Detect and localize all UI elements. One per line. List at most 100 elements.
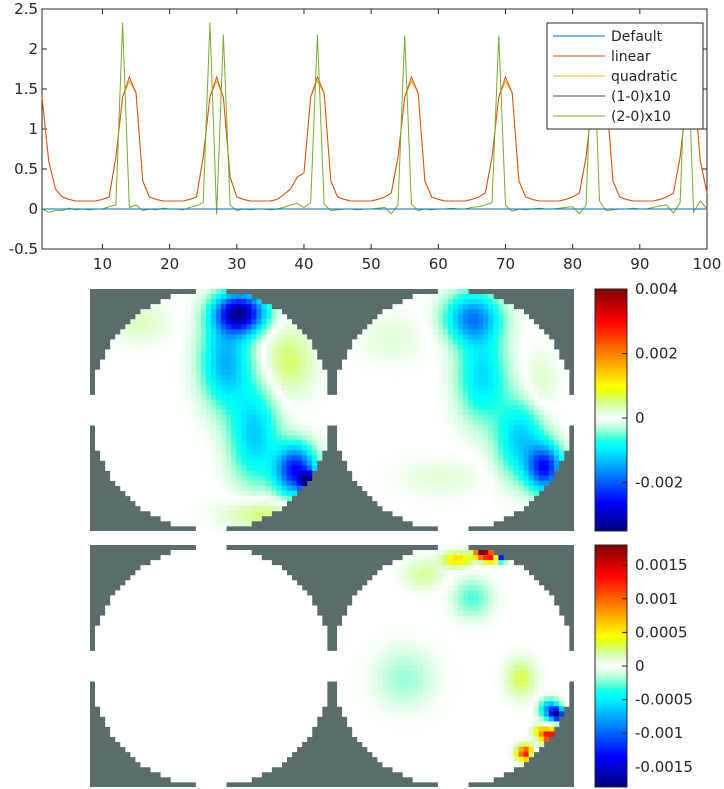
heat-cell (437, 299, 444, 305)
heat-cell (150, 364, 156, 371)
heat-cell (100, 660, 106, 667)
heat-cell (216, 620, 222, 627)
heat-cell (281, 650, 288, 657)
heat-cell (216, 676, 222, 682)
heat-cell (296, 465, 303, 471)
heat-cell (150, 394, 156, 401)
heat-cell (286, 686, 293, 692)
heat-cell (211, 691, 217, 697)
heat-cell (458, 525, 464, 532)
heat-cell (105, 696, 111, 702)
heat-cell (256, 450, 262, 456)
heat-cell (195, 410, 202, 416)
heat-cell (296, 344, 303, 350)
colorbar-band (595, 498, 627, 502)
heat-cell (261, 575, 267, 581)
heat-cell (165, 500, 172, 507)
heat-cell (261, 595, 267, 601)
heat-cell (195, 495, 202, 502)
heat-cell (291, 399, 298, 406)
heat-cell (251, 455, 257, 461)
heat-cell (447, 329, 454, 335)
heat-cell (437, 410, 444, 416)
heat-cell (266, 595, 272, 601)
heat-cell (190, 691, 197, 697)
heat-cell (216, 349, 222, 355)
heat-cell (402, 384, 409, 391)
heat-cell (372, 359, 378, 366)
heat-cell (211, 425, 217, 431)
heat-cell (170, 500, 177, 507)
heat-cell (432, 480, 439, 487)
heat-cell (180, 620, 187, 627)
heat-cell (256, 334, 262, 340)
heat-cell (165, 455, 172, 461)
x-tick-label: 10 (93, 255, 112, 273)
heat-cell (382, 470, 388, 476)
heat-cell (105, 425, 111, 431)
heat-cell (342, 364, 348, 371)
heat-cell (226, 349, 232, 355)
heat-cell (190, 570, 197, 576)
heat-cell (246, 339, 252, 345)
heat-cell (427, 399, 434, 406)
colorbar-band (595, 468, 627, 471)
heat-cell (276, 575, 282, 581)
colorbar-band (595, 458, 627, 461)
heat-cell (407, 445, 414, 451)
heat-cell (155, 585, 161, 591)
heat-cell (493, 515, 499, 522)
heat-cell (478, 415, 484, 421)
heat-cell (528, 404, 535, 411)
heat-cell (165, 410, 172, 416)
heat-cell (291, 445, 298, 451)
heat-cell (105, 415, 111, 421)
heat-cell (296, 696, 303, 702)
heat-cell (558, 435, 565, 441)
heat-cell (175, 465, 182, 471)
heat-cell (170, 354, 177, 360)
heat-cell (105, 686, 111, 692)
heat-cell (558, 394, 565, 401)
heat-cell (347, 364, 353, 371)
heat-cell (105, 691, 111, 697)
heat-cell (231, 625, 237, 632)
heat-cell (165, 470, 172, 476)
heat-cell (397, 334, 403, 340)
heat-cell (447, 399, 454, 406)
heat-cell (271, 691, 277, 697)
heat-cell (493, 480, 499, 487)
heat-cell (160, 389, 167, 396)
heat-cell (402, 415, 409, 421)
heat-cell (266, 374, 272, 381)
heat-cell (397, 324, 403, 330)
heat-cell (190, 420, 197, 426)
heat-cell (95, 625, 101, 632)
heat-cell (120, 349, 126, 355)
heat-cell (367, 359, 373, 366)
heat-cell (377, 329, 383, 335)
heat-cell (458, 425, 464, 431)
heat-cell (533, 455, 540, 461)
heat-cell (468, 435, 474, 441)
heat-cell (145, 645, 151, 652)
heat-cell (226, 696, 232, 702)
heat-cell (266, 324, 272, 330)
heat-cell (226, 590, 232, 596)
heat-cell (180, 600, 187, 606)
heat-cell (170, 314, 177, 320)
heat-cell (437, 394, 444, 401)
heat-cell (518, 339, 524, 345)
heat-cell (442, 420, 449, 426)
heat-cell (488, 435, 494, 441)
heat-cell (533, 384, 540, 391)
heat-cell (115, 349, 121, 355)
heat-cell (488, 374, 494, 381)
heat-cell (417, 359, 424, 366)
heat-cell (518, 500, 524, 507)
heat-cell (190, 475, 197, 481)
heat-cell (175, 500, 182, 507)
heat-cell (286, 455, 293, 461)
heat-cell (311, 455, 318, 461)
heat-cell (236, 520, 242, 527)
